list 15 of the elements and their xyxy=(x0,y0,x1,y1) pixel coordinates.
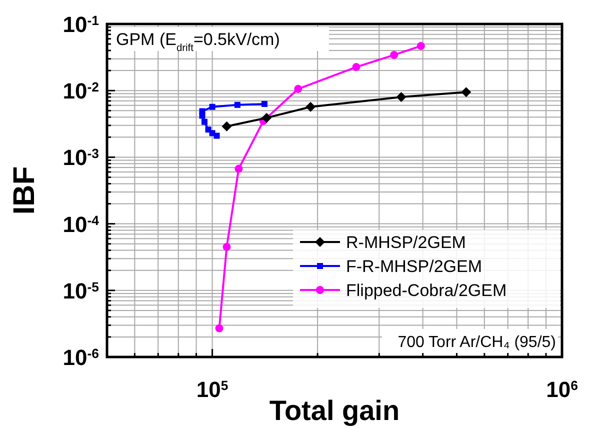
x-tick-label: 10$^{5}$ xyxy=(196,377,228,402)
y-tick-label: 10$^{-1}$ xyxy=(62,12,99,37)
annotation: 700 Torr Ar/CH₄ (95/5) xyxy=(398,334,556,351)
y-tick-label: 10$^{-2}$ xyxy=(62,78,99,104)
x-axis-title: Total gain xyxy=(269,395,400,426)
annotation: GPM (E$_{drift}$=0.5kV/cm) xyxy=(116,30,280,54)
legend-label: R-MHSP/2GEM xyxy=(346,233,466,252)
x-tick-label: 10$^{6}$ xyxy=(546,377,578,402)
y-tick-label: 10$^{-6}$ xyxy=(62,345,99,370)
legend-label: Flipped-Cobra/2GEM xyxy=(346,281,507,300)
y-tick-label: 10$^{-5}$ xyxy=(62,278,99,304)
y-tick-label: 10$^{-4}$ xyxy=(62,212,100,237)
y-tick-label: 10$^{-3}$ xyxy=(62,145,99,170)
y-axis-title: IBF xyxy=(8,166,41,215)
legend-label: F-R-MHSP/2GEM xyxy=(346,257,482,276)
